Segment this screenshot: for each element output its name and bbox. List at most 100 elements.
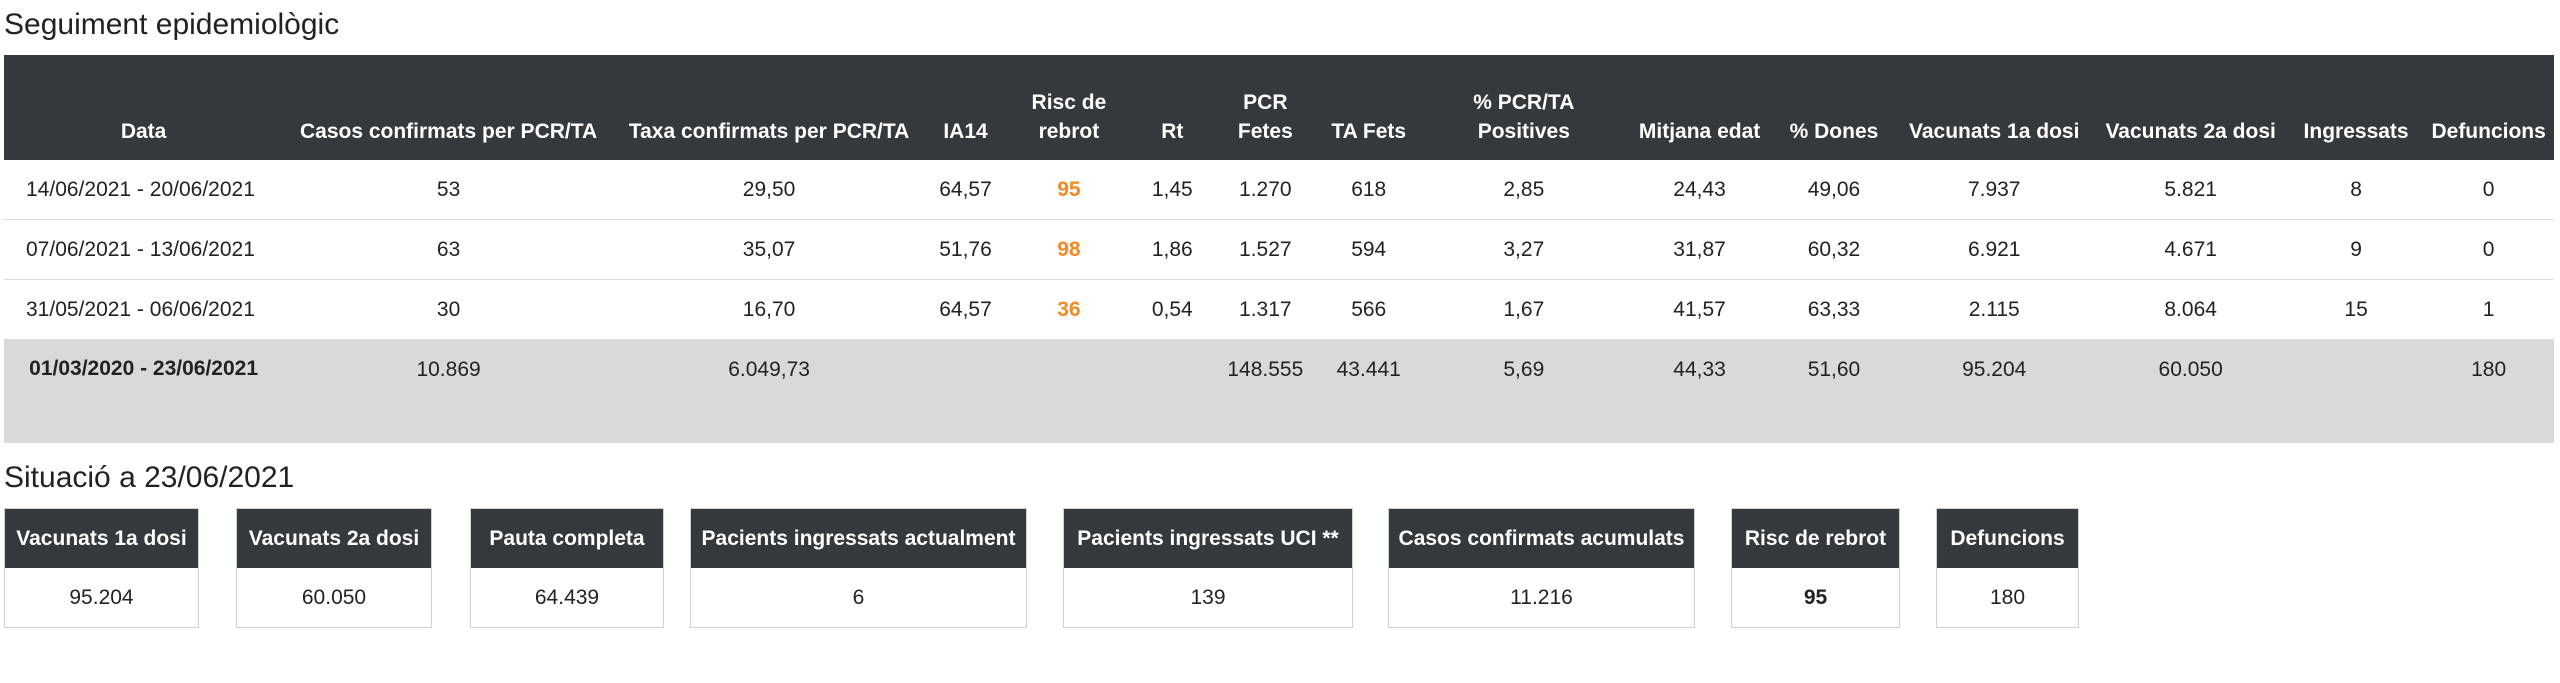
cell-women-pct: 51,60 [1771,339,1896,443]
table-row: 14/06/2021 - 20/06/2021 53 29,50 64,57 9… [4,160,2554,220]
cell-women-pct: 60,32 [1771,219,1896,280]
cell-admitted: 9 [2288,219,2424,280]
header-ia14: IA14 [924,55,1007,160]
cell-vaccinated-2: 4.671 [2092,219,2289,280]
cell-pcr: 1.317 [1213,279,1318,340]
cell-date: 14/06/2021 - 20/06/2021 [4,160,284,220]
table-row: 07/06/2021 - 13/06/2021 63 35,07 51,76 9… [4,219,2554,280]
card-value: 95 [1803,585,1828,609]
cell-women-pct: 49,06 [1771,160,1896,220]
table-row: 31/05/2021 - 06/06/2021 30 16,70 64,57 3… [4,279,2554,340]
cell-confirmed-cases: 30 [283,279,614,340]
cell-positive-pct: 2,85 [1420,160,1628,220]
header-positive-pct: % PCR/TA Positives [1420,55,1628,160]
header-admitted: Ingressats [2288,55,2424,160]
header-rt: Rt [1130,55,1214,160]
card-value: 64.439 [534,585,600,609]
card-value: 6 [852,585,865,609]
cell-risk [1006,339,1131,443]
cell-positive-pct: 3,27 [1420,219,1628,280]
cell-mean-age: 41,57 [1627,279,1772,340]
card-value: 139 [1190,585,1226,609]
header-pcr: PCR Fetes [1213,55,1318,160]
header-confirmed-cases: Casos confirmats per PCR/TA [283,55,614,160]
cell-mean-age: 24,43 [1627,160,1772,220]
section-title-status: Situació a 23/06/2021 [4,461,295,494]
cell-confirmed-rate: 35,07 [614,219,925,280]
cell-ta: 43.441 [1317,339,1421,443]
header-vaccinated-1: Vacunats 1a dosi [1896,55,2093,160]
header-date: Data [4,55,284,160]
card-deaths: Defuncions 180 [1936,508,2079,628]
header-mean-age: Mitjana edat [1627,55,1772,160]
header-confirmed-rate: Taxa confirmats per PCR/TA [614,55,925,160]
cell-confirmed-rate: 29,50 [614,160,925,220]
cell-ta: 594 [1317,219,1421,280]
cell-risk: 95 [1006,160,1131,220]
cell-vaccinated-1: 95.204 [1896,339,2093,443]
cell-ta: 566 [1317,279,1421,340]
cell-risk: 36 [1006,279,1131,340]
card-vaccinated-1: Vacunats 1a dosi 95.204 [4,508,199,628]
status-cards: Vacunats 1a dosi 95.204 Vacunats 2a dosi… [0,508,2560,628]
cell-vaccinated-2: 8.064 [2092,279,2289,340]
cell-admitted: 8 [2288,160,2424,220]
table-header-row: Data Casos confirmats per PCR/TA Taxa co… [4,55,2554,160]
cell-pcr: 1.527 [1213,219,1318,280]
card-label: Risc de rebrot [1732,509,1899,568]
cell-date: 07/06/2021 - 13/06/2021 [4,219,284,280]
cell-ta: 618 [1317,160,1421,220]
cell-deaths: 1 [2423,279,2554,340]
header-vaccinated-2: Vacunats 2a dosi [2092,55,2289,160]
cell-deaths: 0 [2423,160,2554,220]
card-icu: Pacients ingressats UCI ** 139 [1063,508,1353,628]
card-value: 60.050 [301,585,367,609]
cell-vaccinated-1: 7.937 [1896,160,2093,220]
cell-positive-pct: 1,67 [1420,279,1628,340]
cell-mean-age: 31,87 [1627,219,1772,280]
card-label: Vacunats 1a dosi [5,509,198,568]
cell-confirmed-cases: 53 [283,160,614,220]
card-value: 180 [1989,585,2026,609]
cell-pcr: 148.555 [1213,339,1318,443]
header-risk: Risc de rebrot [1006,55,1131,160]
card-label: Pacients ingressats actualment [691,509,1026,568]
cell-admitted: 15 [2288,279,2424,340]
epidemiological-table: Data Casos confirmats per PCR/TA Taxa co… [4,55,2554,443]
cell-risk: 98 [1006,219,1131,280]
cell-rt: 1,45 [1130,160,1214,220]
cell-rt: 1,86 [1130,219,1214,280]
cell-admitted [2288,339,2424,443]
cell-date: 01/03/2020 - 23/06/2021 [4,339,284,443]
header-women-pct: % Dones [1771,55,1896,160]
card-value: 95.204 [69,585,134,609]
cell-vaccinated-1: 6.921 [1896,219,2093,280]
cell-confirmed-cases: 10.869 [283,339,614,443]
header-deaths: Defuncions [2423,55,2554,160]
card-label: Defuncions [1937,509,2078,568]
cell-confirmed-rate: 6.049,73 [614,339,925,443]
cell-ia14: 64,57 [924,160,1007,220]
card-label: Casos confirmats acumulats [1389,509,1694,568]
cell-vaccinated-2: 60.050 [2092,339,2289,443]
cell-positive-pct: 5,69 [1420,339,1628,443]
card-label: Pauta completa [471,509,663,568]
cell-rt: 0,54 [1130,279,1214,340]
card-vaccinated-2: Vacunats 2a dosi 60.050 [236,508,432,628]
card-full-schedule: Pauta completa 64.439 [470,508,664,628]
header-ta: TA Fets [1317,55,1421,160]
cell-mean-age: 44,33 [1627,339,1772,443]
cell-ia14 [924,339,1007,443]
card-label: Pacients ingressats UCI ** [1064,509,1352,568]
cell-deaths: 180 [2423,339,2554,443]
section-title-tracking: Seguiment epidemiològic [4,8,340,41]
card-cumulative-cases: Casos confirmats acumulats 11.216 [1388,508,1695,628]
cell-women-pct: 63,33 [1771,279,1896,340]
cell-vaccinated-2: 5.821 [2092,160,2289,220]
cell-pcr: 1.270 [1213,160,1318,220]
table-total-row: 01/03/2020 - 23/06/2021 10.869 6.049,73 … [4,339,2554,443]
cell-confirmed-cases: 63 [283,219,614,280]
cell-ia14: 64,57 [924,279,1007,340]
card-label: Vacunats 2a dosi [237,509,431,568]
cell-rt [1130,339,1214,443]
